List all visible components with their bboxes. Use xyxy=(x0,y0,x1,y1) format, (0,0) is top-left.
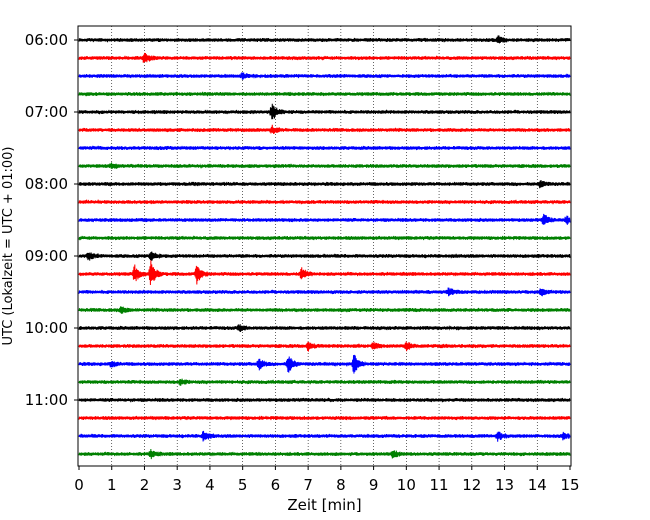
trace-0830 xyxy=(78,213,571,225)
x-tick-label: 12 xyxy=(462,476,481,494)
trace-1030 xyxy=(78,354,571,374)
x-axis-label: Zeit [min] xyxy=(287,496,361,514)
trace-1000 xyxy=(78,324,571,332)
y-tick-label: 06:00 xyxy=(25,31,68,49)
x-tick-label: 4 xyxy=(205,476,215,494)
trace-0930 xyxy=(78,287,571,297)
trace-0815 xyxy=(78,199,571,205)
trace-layer xyxy=(78,35,571,460)
y-tick-label: 08:00 xyxy=(25,175,68,193)
tick-layer: 0 1 2 3 4 5 6 7 8 9 10 11 12 13 14 1506:0007:0008:0009:… xyxy=(25,31,580,494)
trace-0730 xyxy=(78,145,571,151)
plot-frame xyxy=(77,25,572,467)
y-tick-label: 07:00 xyxy=(25,103,68,121)
x-tick-label: 0 xyxy=(74,476,84,494)
y-axis-label: UTC (Lokalzeit = UTC + 01:00) xyxy=(1,147,16,346)
x-tick-label: 15 xyxy=(560,476,579,494)
trace-0745 xyxy=(78,162,571,169)
trace-1130 xyxy=(78,430,571,442)
x-tick-label: 9 xyxy=(369,476,379,494)
trace-0845 xyxy=(78,235,571,241)
grid-layer xyxy=(111,26,538,466)
trace-1115 xyxy=(78,415,571,421)
x-tick-label: 7 xyxy=(303,476,313,494)
trace-0600 xyxy=(78,35,571,44)
x-tick-label: 13 xyxy=(495,476,514,494)
trace-0945 xyxy=(78,306,571,314)
x-tick-label: 2 xyxy=(140,476,150,494)
trace-0915 xyxy=(78,260,571,285)
y-tick-label: 09:00 xyxy=(25,247,68,265)
trace-0715 xyxy=(78,124,571,134)
x-tick-label: 8 xyxy=(336,476,346,494)
x-tick-label: 5 xyxy=(238,476,248,494)
trace-0800 xyxy=(78,179,571,189)
trace-0900 xyxy=(78,251,571,261)
trace-1100 xyxy=(78,397,571,403)
trace-1015 xyxy=(78,341,571,352)
x-tick-label: 11 xyxy=(430,476,449,494)
x-tick-label: 1 xyxy=(107,476,117,494)
trace-1045 xyxy=(78,378,571,386)
x-tick-label: 10 xyxy=(397,476,416,494)
y-tick-label: 11:00 xyxy=(25,391,68,409)
x-tick-label: 6 xyxy=(271,476,281,494)
trace-0630 xyxy=(78,72,571,80)
trace-0615 xyxy=(78,52,571,63)
trace-1145 xyxy=(78,449,571,460)
x-tick-label: 14 xyxy=(528,476,547,494)
trace-0645 xyxy=(78,91,571,97)
x-tick-label: 3 xyxy=(172,476,182,494)
y-tick-label: 10:00 xyxy=(25,319,68,337)
trace-0700 xyxy=(78,103,571,120)
